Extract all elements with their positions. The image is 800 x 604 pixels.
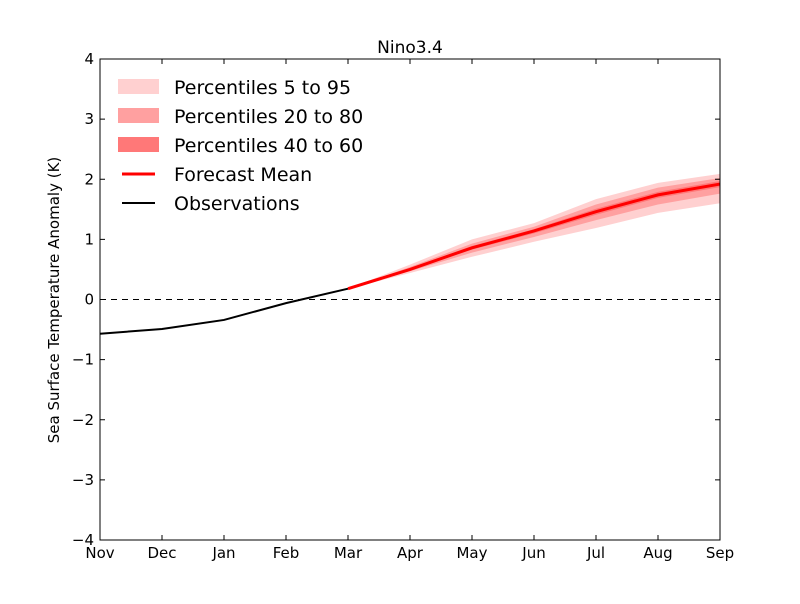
- x-tick-label: Apr: [397, 544, 424, 562]
- y-tick-label: 2: [84, 170, 94, 188]
- forecast-mean-line: [347, 182, 721, 291]
- y-tick-label: 1: [84, 230, 94, 248]
- axis-ticks: Nov Dec Jan Feb Mar Apr May Jun Jul Aug Sep 4 3 2 1 0 −1…: [72, 50, 734, 562]
- x-tick-label: Nov: [85, 544, 114, 562]
- x-tick-label: Dec: [147, 544, 176, 562]
- x-tick-label: Jul: [586, 544, 605, 562]
- x-tick-label: Aug: [643, 544, 672, 562]
- chart-title: Nino3.4: [377, 38, 443, 58]
- x-tick-label: Mar: [334, 544, 363, 562]
- legend-label: Forecast Mean: [174, 164, 312, 186]
- observations-line: [99, 287, 349, 335]
- legend-swatch: [118, 108, 159, 123]
- legend-swatch: [118, 79, 159, 94]
- x-tick-label: Sep: [706, 544, 734, 562]
- y-tick-label: 0: [84, 291, 94, 309]
- legend: Percentiles 5 to 95 Percentiles 20 to 80 P…: [118, 77, 363, 215]
- y-tick-label: 3: [84, 110, 94, 128]
- y-tick-label: −2: [72, 411, 94, 429]
- legend-label: Percentiles 5 to 95: [174, 77, 351, 99]
- x-tick-label: Feb: [273, 544, 300, 562]
- legend-label: Observations: [174, 193, 300, 215]
- legend-label: Percentiles 40 to 60: [174, 135, 363, 157]
- y-tick-label: −3: [72, 471, 94, 489]
- x-tick-label: Jan: [211, 544, 235, 562]
- x-tick-label: Jun: [521, 544, 545, 562]
- y-tick-label: −4: [72, 531, 94, 549]
- y-tick-label: 4: [84, 50, 94, 68]
- y-axis-label: Sea Surface Temperature Anomaly (K): [45, 157, 63, 444]
- x-tick-label: May: [456, 544, 487, 562]
- y-tick-label: −1: [72, 351, 94, 369]
- legend-label: Percentiles 20 to 80: [174, 106, 363, 128]
- legend-swatch: [118, 137, 159, 152]
